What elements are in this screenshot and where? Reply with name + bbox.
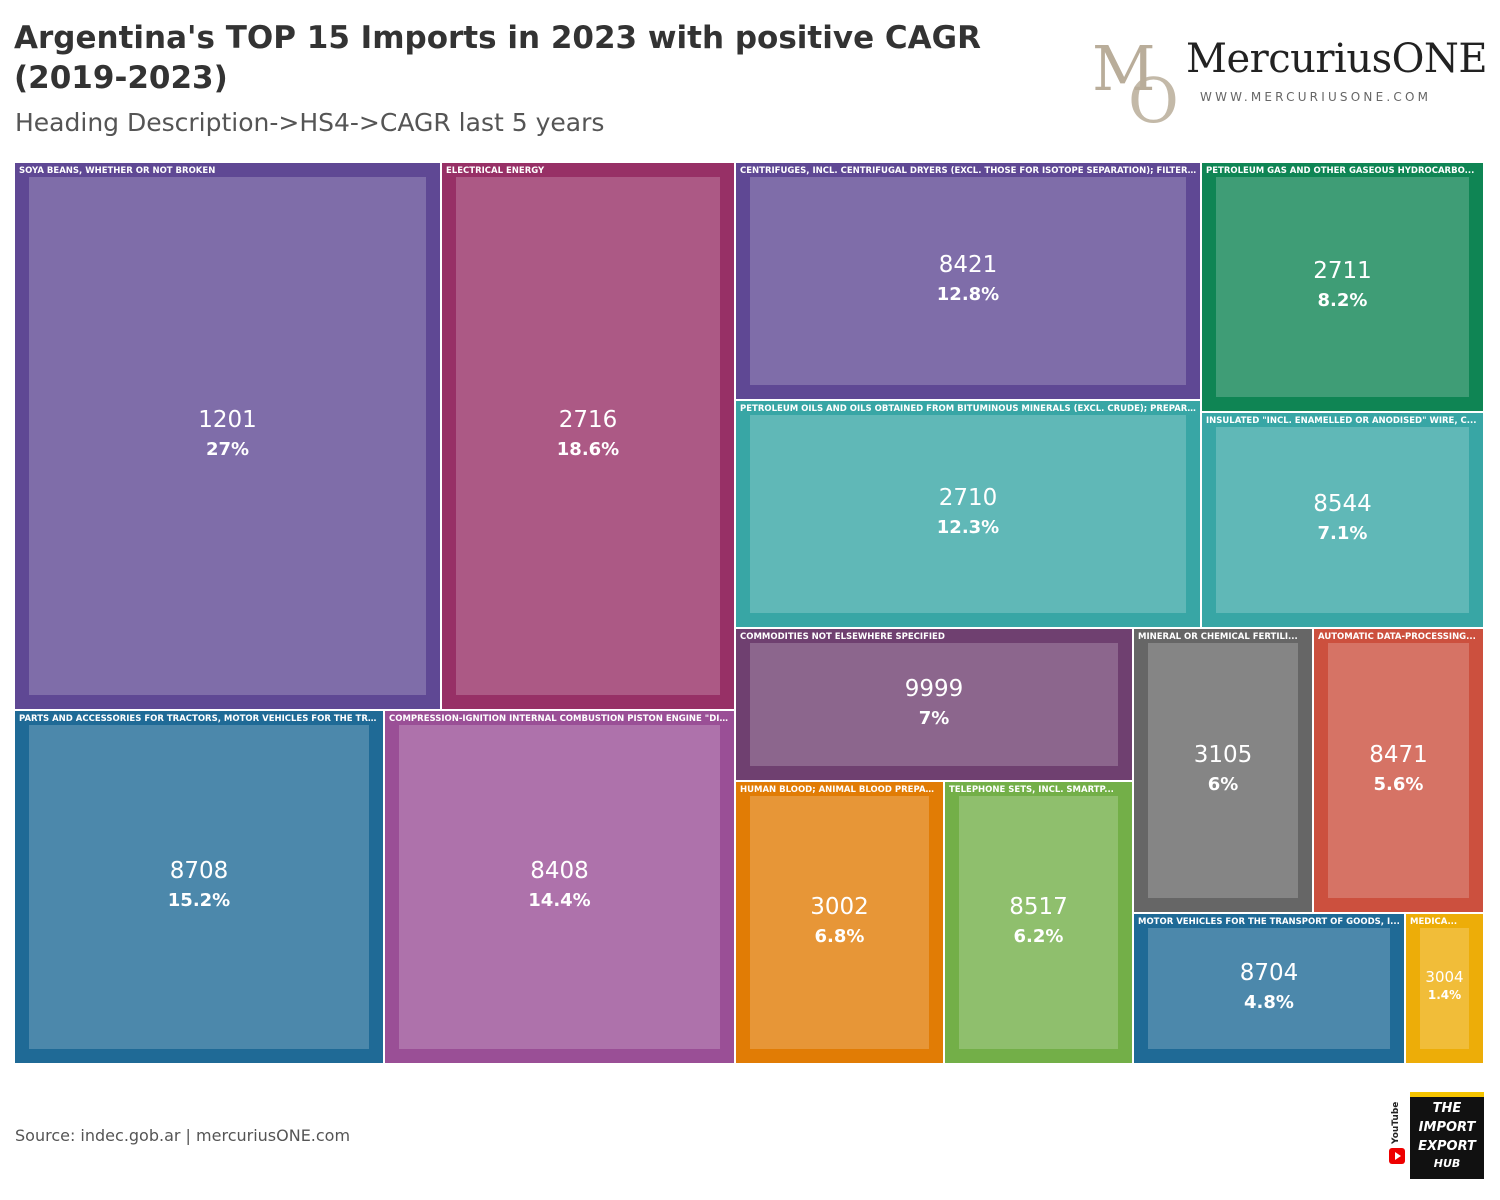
treemap-cell-8421[interactable]: CENTRIFUGES, INCL. CENTRIFUGAL DRYERS (E… [735, 162, 1201, 400]
treemap-cell-inner: 9999 7% [750, 643, 1118, 766]
source-note: Source: indec.gob.ar | mercuriusONE.com [15, 1126, 351, 1145]
treemap-cell-cagr: 6% [1207, 773, 1239, 795]
treemap-cell-hs4: 8708 [169, 858, 229, 884]
treemap-cell-hs4: 2711 [1313, 258, 1372, 284]
treemap-cell-inner: 1201 27% [29, 177, 426, 695]
treemap-cell-hs4: 2710 [938, 485, 998, 511]
import-export-hub-badge[interactable]: YouTube THE IMPORT EXPORT HUB [1388, 1086, 1488, 1179]
treemap-cell-hs4: 2716 [558, 407, 618, 433]
treemap-cell-label: INSULATED "INCL. ENAMELLED OR ANODISED" … [1206, 416, 1477, 426]
treemap-cell-3004[interactable]: MEDICA... 3004 1.4% [1405, 913, 1484, 1064]
treemap-cell-label: MEDICA... [1410, 917, 1458, 927]
brand-url[interactable]: WWW.MERCURIUSONE.COM [1200, 90, 1432, 104]
treemap-cell-hs4: 9999 [904, 675, 964, 702]
treemap-cell-3105[interactable]: MINERAL OR CHEMICAL FERTILI... 3105 6% [1133, 628, 1313, 913]
treemap-cell-3002[interactable]: HUMAN BLOOD; ANIMAL BLOOD PREPAR... 3002 6… [735, 781, 944, 1064]
brand-monogram-icon: M O [1092, 32, 1179, 130]
treemap-cell-8517[interactable]: TELEPHONE SETS, INCL. SMARTP... 8517 6.2% [944, 781, 1133, 1064]
treemap-cell-cagr: 12.3% [936, 517, 1000, 538]
badge-box: THE IMPORT EXPORT HUB [1410, 1092, 1484, 1179]
treemap-cell-cagr: 6.8% [814, 925, 865, 947]
treemap-cell-inner: 8421 12.8% [750, 177, 1186, 385]
treemap-cell-inner: 2716 18.6% [456, 177, 720, 695]
treemap-cell-hs4: 8544 [1313, 491, 1372, 517]
treemap-cell-cagr: 6.2% [1013, 925, 1064, 947]
badge-line: THE [1432, 1101, 1462, 1116]
treemap-cell-hs4: 3105 [1193, 741, 1253, 768]
treemap-cell-2716[interactable]: ELECTRICAL ENERGY 2716 18.6% [441, 162, 735, 710]
treemap-cell-hs4: 8421 [938, 252, 998, 278]
treemap-cell-cagr: 27% [205, 439, 250, 460]
treemap-cell-8704[interactable]: MOTOR VEHICLES FOR THE TRANSPORT OF GOOD… [1133, 913, 1405, 1064]
treemap-cell-cagr: 5.6% [1373, 773, 1424, 795]
treemap-cell-hs4: 3004 [1425, 967, 1464, 986]
brand-logo: M O MercuriusONE WWW.MERCURIUSONE.COM [1090, 30, 1488, 130]
brand-monogram-o: O [1128, 64, 1179, 130]
treemap-cell-cagr: 7% [918, 707, 950, 729]
treemap-cell-label: PETROLEUM OILS AND OILS OBTAINED FROM BI… [740, 404, 1197, 414]
treemap-cell-hs4: 8408 [530, 858, 589, 884]
treemap-cell-label: MINERAL OR CHEMICAL FERTILI... [1138, 632, 1298, 642]
treemap-cell-inner: 8708 15.2% [29, 725, 369, 1049]
badge-line: IMPORT [1418, 1120, 1476, 1135]
treemap-cell-inner: 8517 6.2% [959, 796, 1118, 1049]
treemap-cell-inner: 8471 5.6% [1328, 643, 1469, 898]
treemap-cell-cagr: 14.4% [528, 890, 591, 911]
treemap-cell-inner: 3105 6% [1148, 643, 1298, 898]
treemap-cell-hs4: 1201 [198, 407, 257, 433]
treemap-cell-8408[interactable]: COMPRESSION-IGNITION INTERNAL COMBUSTION… [384, 710, 735, 1064]
treemap-cell-cagr: 4.8% [1244, 991, 1294, 1013]
treemap-cell-2710[interactable]: PETROLEUM OILS AND OILS OBTAINED FROM BI… [735, 400, 1201, 628]
treemap-cell-inner: 3002 6.8% [750, 796, 929, 1049]
chart-subtitle: Heading Description->HS4->CAGR last 5 ye… [15, 108, 605, 137]
brand-monogram-m: M [1092, 32, 1155, 105]
treemap-cell-label: CENTRIFUGES, INCL. CENTRIFUGAL DRYERS (E… [740, 166, 1197, 176]
treemap-cell-inner: 2711 8.2% [1216, 177, 1469, 397]
chart-title: Argentina's TOP 15 Imports in 2023 with … [14, 20, 981, 96]
treemap-cell-inner: 8544 7.1% [1216, 427, 1469, 613]
treemap-cell-cagr: 12.8% [936, 284, 1000, 305]
treemap-cell-label: PETROLEUM GAS AND OTHER GASEOUS HYDROCAR… [1206, 166, 1475, 176]
treemap-cell-label: COMMODITIES NOT ELSEWHERE SPECIFIED [740, 632, 945, 642]
youtube-wordmark: YouTube [1391, 1101, 1401, 1144]
treemap-cell-label: AUTOMATIC DATA-PROCESSING... [1318, 632, 1476, 642]
treemap-cell-label: ELECTRICAL ENERGY [446, 166, 545, 176]
badge-line: HUB [1433, 1157, 1461, 1170]
treemap-cell-8544[interactable]: INSULATED "INCL. ENAMELLED OR ANODISED" … [1201, 412, 1484, 628]
youtube-icon: YouTube [1388, 1090, 1406, 1172]
treemap-cell-label: MOTOR VEHICLES FOR THE TRANSPORT OF GOOD… [1138, 917, 1400, 927]
badge-line: EXPORT [1418, 1139, 1476, 1154]
treemap-cell-cagr: 1.4% [1427, 987, 1462, 1002]
treemap-cell-label: HUMAN BLOOD; ANIMAL BLOOD PREPAR... [740, 785, 940, 795]
treemap-cell-hs4: 8517 [1009, 893, 1068, 920]
treemap-cell-cagr: 8.2% [1317, 290, 1368, 311]
treemap-cell-hs4: 3002 [810, 893, 869, 920]
treemap-cell-inner: 3004 1.4% [1420, 928, 1469, 1049]
treemap-cell-cagr: 15.2% [167, 890, 231, 911]
treemap-cell-label: PARTS AND ACCESSORIES FOR TRACTORS, MOTO… [19, 714, 380, 724]
treemap-cell-2711[interactable]: PETROLEUM GAS AND OTHER GASEOUS HYDROCAR… [1201, 162, 1484, 412]
brand-name: MercuriusONE [1186, 36, 1488, 82]
treemap-cell-inner: 8704 4.8% [1148, 928, 1390, 1049]
treemap-cell-inner: 2710 12.3% [750, 415, 1186, 613]
treemap-cell-label: TELEPHONE SETS, INCL. SMARTP... [949, 785, 1114, 795]
treemap-cell-1201[interactable]: SOYA BEANS, WHETHER OR NOT BROKEN 1201 27% [14, 162, 441, 710]
play-icon [1389, 1148, 1405, 1164]
treemap-cell-cagr: 7.1% [1317, 523, 1368, 544]
treemap-cell-inner: 8408 14.4% [399, 725, 720, 1049]
treemap-cell-hs4: 8471 [1369, 741, 1428, 768]
treemap-cell-9999[interactable]: COMMODITIES NOT ELSEWHERE SPECIFIED 9999 7… [735, 628, 1133, 781]
treemap-cell-8708[interactable]: PARTS AND ACCESSORIES FOR TRACTORS, MOTO… [14, 710, 384, 1064]
treemap-cell-hs4: 8704 [1239, 959, 1299, 986]
treemap-cell-8471[interactable]: AUTOMATIC DATA-PROCESSING... 8471 5.6% [1313, 628, 1484, 913]
treemap-cell-label: SOYA BEANS, WHETHER OR NOT BROKEN [19, 166, 216, 176]
treemap-cell-cagr: 18.6% [556, 439, 620, 460]
treemap-chart: SOYA BEANS, WHETHER OR NOT BROKEN 1201 27%… [14, 162, 1484, 1064]
treemap-cell-label: COMPRESSION-IGNITION INTERNAL COMBUSTION… [389, 714, 731, 724]
